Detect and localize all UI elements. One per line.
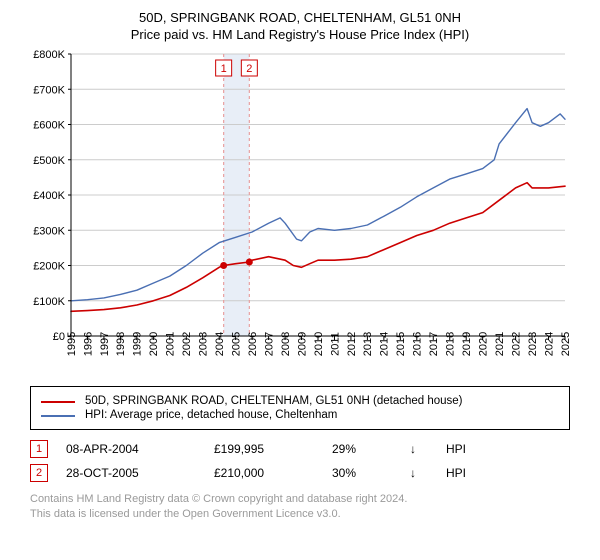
- svg-text:2003: 2003: [198, 332, 210, 356]
- svg-text:1999: 1999: [132, 332, 144, 356]
- svg-text:1: 1: [221, 63, 227, 75]
- svg-text:1998: 1998: [115, 332, 127, 356]
- svg-text:£800K: £800K: [33, 49, 65, 61]
- chart-title-block: 50D, SPRINGBANK ROAD, CHELTENHAM, GL51 0…: [10, 10, 590, 42]
- footnote-line1: Contains HM Land Registry data © Crown c…: [30, 492, 570, 507]
- legend-item-hpi: HPI: Average price, detached house, Chel…: [41, 409, 559, 421]
- event-date: 08-APR-2004: [66, 442, 196, 456]
- svg-text:2015: 2015: [395, 332, 407, 356]
- svg-text:2020: 2020: [478, 332, 490, 356]
- event-row: 1 08-APR-2004 £199,995 29% ↓ HPI: [30, 440, 570, 458]
- svg-text:2008: 2008: [280, 332, 292, 356]
- arrow-down-icon: ↓: [410, 442, 428, 456]
- svg-text:2016: 2016: [412, 332, 424, 356]
- events-table: 1 08-APR-2004 £199,995 29% ↓ HPI 2 28-OC…: [30, 440, 570, 482]
- svg-text:1995: 1995: [66, 332, 78, 356]
- event-price: £199,995: [214, 442, 314, 456]
- svg-text:2022: 2022: [510, 332, 522, 356]
- svg-text:£300K: £300K: [33, 225, 65, 237]
- svg-text:2023: 2023: [527, 332, 539, 356]
- svg-text:2012: 2012: [346, 332, 358, 356]
- svg-text:£0: £0: [53, 331, 65, 343]
- svg-text:2011: 2011: [329, 332, 341, 356]
- legend: 50D, SPRINGBANK ROAD, CHELTENHAM, GL51 0…: [30, 386, 570, 430]
- svg-text:2025: 2025: [560, 332, 572, 356]
- svg-text:1996: 1996: [82, 332, 94, 356]
- title-address: 50D, SPRINGBANK ROAD, CHELTENHAM, GL51 0…: [10, 10, 590, 25]
- svg-text:2024: 2024: [543, 332, 555, 356]
- event-row: 2 28-OCT-2005 £210,000 30% ↓ HPI: [30, 464, 570, 482]
- svg-text:£700K: £700K: [33, 84, 65, 96]
- svg-text:2014: 2014: [379, 332, 391, 356]
- svg-text:£200K: £200K: [33, 261, 65, 273]
- event-suffix: HPI: [446, 466, 466, 480]
- event-date: 28-OCT-2005: [66, 466, 196, 480]
- svg-text:£500K: £500K: [33, 155, 65, 167]
- svg-text:2017: 2017: [428, 332, 440, 356]
- legend-label: HPI: Average price, detached house, Chel…: [85, 409, 337, 421]
- event-price: £210,000: [214, 466, 314, 480]
- svg-text:2009: 2009: [296, 332, 308, 356]
- svg-text:£100K: £100K: [33, 296, 65, 308]
- event-pct: 29%: [332, 442, 392, 456]
- legend-item-property: 50D, SPRINGBANK ROAD, CHELTENHAM, GL51 0…: [41, 395, 559, 407]
- event-pct: 30%: [332, 466, 392, 480]
- arrow-down-icon: ↓: [410, 466, 428, 480]
- footnote-line2: This data is licensed under the Open Gov…: [30, 507, 570, 522]
- footnote: Contains HM Land Registry data © Crown c…: [30, 492, 570, 522]
- svg-text:2001: 2001: [165, 332, 177, 356]
- svg-text:2010: 2010: [313, 332, 325, 356]
- svg-text:£600K: £600K: [33, 120, 65, 132]
- svg-text:2005: 2005: [231, 332, 243, 356]
- title-subtitle: Price paid vs. HM Land Registry's House …: [10, 27, 590, 42]
- svg-text:2007: 2007: [263, 332, 275, 356]
- svg-text:2018: 2018: [445, 332, 457, 356]
- svg-text:1997: 1997: [99, 332, 111, 356]
- price-chart: £0 £100K £200K £300K £400K £500K £600K £700K £80…: [25, 48, 575, 378]
- svg-text:2000: 2000: [148, 332, 160, 356]
- svg-text:2021: 2021: [494, 332, 506, 356]
- svg-text:2002: 2002: [181, 332, 193, 356]
- event-suffix: HPI: [446, 442, 466, 456]
- legend-label: 50D, SPRINGBANK ROAD, CHELTENHAM, GL51 0…: [85, 395, 463, 407]
- svg-text:2004: 2004: [214, 332, 226, 356]
- event-badge: 1: [30, 440, 48, 458]
- svg-text:2019: 2019: [461, 332, 473, 356]
- svg-text:2: 2: [246, 63, 252, 75]
- svg-text:2013: 2013: [362, 332, 374, 356]
- svg-text:2006: 2006: [247, 332, 259, 356]
- event-badge: 2: [30, 464, 48, 482]
- svg-text:£400K: £400K: [33, 190, 65, 202]
